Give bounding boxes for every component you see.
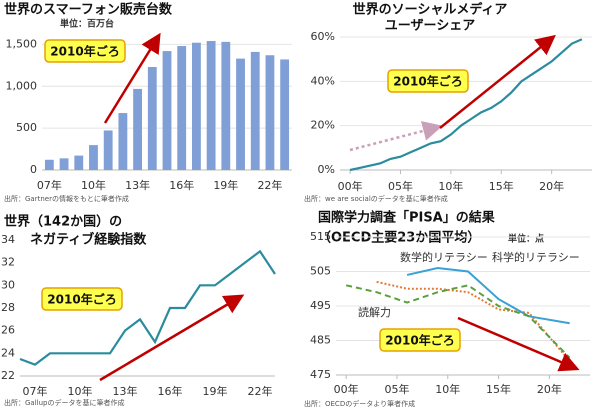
arrow: [99, 294, 245, 382]
y-tick-label: 1,000: [6, 79, 38, 92]
annotation-box: [44, 39, 126, 63]
chart-title: 世界のスマーフォン販売台数: [4, 2, 173, 18]
y-tick-label: 515: [310, 230, 331, 243]
x-tick-label: 07年: [23, 384, 48, 398]
bar: [147, 66, 157, 170]
x-tick-label: 13年: [113, 384, 138, 398]
y-tick-label: 34: [1, 233, 15, 246]
y-tick-label: 30: [1, 278, 15, 291]
x-tick-label: 00年: [338, 179, 363, 193]
source: 出所：Gallupのデータを基に筆者作成: [4, 398, 124, 407]
chart-title: ユーザーシェア: [385, 19, 475, 34]
series-label: 数学的リテラシー: [400, 250, 488, 264]
source: 出所：OECDのデータより筆者作成: [304, 399, 415, 408]
bar: [221, 41, 231, 170]
y-tick-label: 40%: [311, 74, 335, 87]
y-tick-label: 28: [1, 301, 15, 314]
bar: [192, 42, 201, 171]
x-tick-label: 16年: [158, 384, 183, 398]
annotation-box: [41, 287, 123, 311]
x-tick-label: 22年: [248, 384, 273, 398]
chart-title: 世界（142か国）の: [4, 214, 122, 230]
x-tick-label: 10年: [435, 382, 460, 396]
x-tick-label: 20年: [537, 382, 562, 396]
y-tick-label: 475: [310, 368, 331, 381]
x-tick-label: 20年: [539, 179, 564, 193]
x-tick-label: 10年: [81, 178, 106, 192]
source: 出所：we are socialのデータを基に筆者作成: [304, 194, 448, 203]
y-tick-label: 505: [310, 265, 331, 278]
x-tick-label: 13年: [125, 178, 150, 192]
x-tick-label: 22年: [257, 178, 282, 192]
chart-subtitle: 単位：百万台: [60, 18, 114, 30]
bar: [118, 113, 128, 170]
chart-title: 国際学力調査「PISA」の結果: [318, 210, 495, 226]
line: [19, 249, 276, 366]
bar: [103, 130, 113, 170]
y-tick-label: 24: [1, 346, 15, 359]
line: [376, 280, 571, 362]
y-tick-label: 1,500: [6, 37, 38, 50]
x-tick-label: 19年: [213, 178, 238, 192]
bar: [59, 158, 69, 170]
unit-label: 単位：点: [508, 233, 544, 245]
annotation: 2010年ごろ: [385, 333, 454, 348]
arrow: [439, 34, 556, 129]
chart-title: ネガティブ経験指数: [30, 232, 147, 248]
x-tick-label: 07年: [37, 178, 62, 192]
y-tick-label: 20%: [311, 119, 335, 132]
x-tick-label: 19年: [203, 384, 228, 398]
line: [349, 38, 583, 172]
x-tick-label: 10年: [438, 179, 463, 193]
bar: [133, 88, 142, 170]
y-tick-label: 32: [1, 256, 15, 269]
bar: [74, 155, 84, 170]
x-tick-label: 05年: [388, 179, 413, 193]
y-tick-label: 485: [310, 334, 331, 347]
y-tick-label: 0: [30, 163, 37, 176]
bar: [177, 46, 187, 170]
y-tick-label: 26: [1, 324, 15, 337]
y-tick-label: 495: [310, 299, 331, 312]
series-label: 科学的リテラシー: [492, 250, 580, 264]
bar: [250, 51, 260, 170]
line: [345, 284, 571, 359]
y-tick-label: 0%: [318, 163, 335, 176]
y-tick-label: 22: [1, 369, 15, 382]
line: [406, 267, 570, 325]
y-tick-label: 60%: [311, 30, 335, 43]
bar: [206, 41, 216, 171]
x-tick-label: 10年: [68, 384, 93, 398]
bar: [265, 55, 275, 171]
bar: [162, 51, 172, 171]
bar: [236, 58, 245, 170]
bar: [89, 145, 98, 170]
x-tick-label: 15年: [489, 179, 514, 193]
bar: [280, 59, 290, 171]
x-tick-label: 16年: [169, 178, 194, 192]
x-tick-label: 15年: [486, 382, 511, 396]
source: 出所：Gartnerの情報をもとに筆者作成: [4, 194, 129, 203]
x-tick-label: 05年: [384, 382, 409, 396]
annotation-box: [387, 69, 469, 93]
bar: [44, 159, 54, 170]
arrow: [457, 316, 580, 372]
arrow: [103, 32, 161, 124]
series-label: 読解力: [358, 305, 391, 319]
annotation: 2010年ごろ: [50, 44, 119, 59]
chart-title: 世界のソーシャルメディア: [353, 2, 508, 18]
annotation-box: [379, 328, 461, 352]
x-tick-label: 00年: [334, 382, 359, 396]
annotation: 2010年ごろ: [393, 74, 462, 89]
y-tick-label: 500: [16, 121, 37, 134]
annotation: 2010年ごろ: [47, 292, 116, 307]
